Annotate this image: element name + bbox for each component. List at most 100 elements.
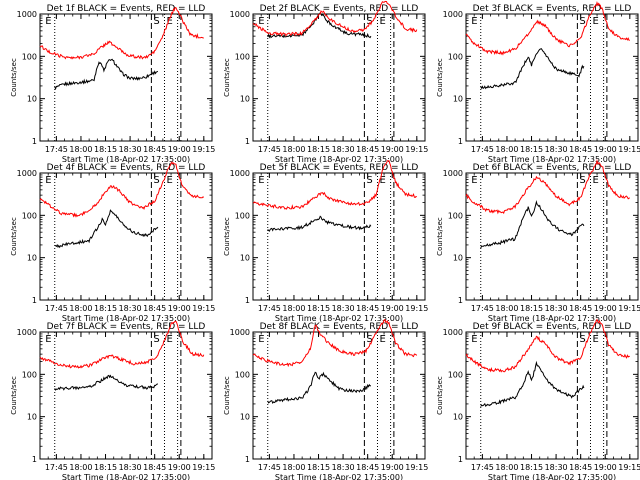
- y-tick-label: 1000: [230, 10, 250, 19]
- x-tick-label: 18:15: [307, 145, 330, 154]
- y-tick-label: 10: [453, 413, 463, 422]
- x-tick-label: 17:45: [471, 304, 494, 313]
- chart-panel-1: Det 1f BLACK = Events, RED = LLD 1 10 100 10…: [10, 4, 215, 164]
- x-tick-label: 19:15: [405, 304, 428, 313]
- x-tick-label: 18:00: [282, 463, 305, 472]
- marker-letter: E: [471, 16, 477, 27]
- y-tick-label: 1000: [17, 169, 37, 178]
- y-axis-label: Counts/sec: [436, 376, 444, 415]
- x-tick-label: 18:00: [282, 304, 305, 313]
- y-axis-label: Counts/sec: [10, 217, 18, 256]
- x-tick-label: 19:15: [405, 463, 428, 472]
- x-tick-label: 19:00: [381, 463, 404, 472]
- axes-frame: [39, 172, 213, 301]
- y-tick-label: 1: [458, 455, 463, 464]
- chart-panel-9: Det 9f BLACK = Events, RED = LLD 1 10 100 10…: [436, 318, 640, 480]
- y-axis-label: Counts/sec: [436, 217, 444, 256]
- marker-letter: E: [166, 175, 172, 186]
- marker-letter: E: [166, 334, 172, 345]
- axes-frame: [252, 172, 426, 301]
- y-tick-label: 100: [448, 211, 463, 220]
- panel-title: Det 2f BLACK = Events, RED = LLD: [260, 4, 419, 14]
- y-axis-label: Counts/sec: [223, 376, 231, 415]
- y-tick-label: 1: [32, 296, 37, 305]
- y-axis-label: Counts/sec: [223, 58, 231, 97]
- x-tick-label: 18:30: [332, 463, 355, 472]
- chart-panel-2: Det 2f BLACK = Events, RED = LLD 1 10 100 10…: [223, 0, 428, 164]
- x-tick-label: 19:00: [594, 463, 617, 472]
- x-tick-label: 19:00: [168, 145, 191, 154]
- x-tick-label: 18:30: [545, 145, 568, 154]
- x-tick-label: 18:15: [94, 145, 117, 154]
- x-tick-label: 18:15: [520, 304, 543, 313]
- marker-letter: E: [166, 16, 172, 27]
- x-tick-label: 18:45: [569, 145, 592, 154]
- x-tick-label: 18:00: [495, 145, 518, 154]
- y-tick-label: 1000: [443, 169, 463, 178]
- x-tick-label: 18:45: [569, 304, 592, 313]
- x-tick-label: 18:30: [119, 463, 142, 472]
- y-axis-label: Counts/sec: [436, 58, 444, 97]
- series-lld-line: [252, 318, 418, 368]
- x-tick-label: 17:45: [471, 463, 494, 472]
- panel-title: Det 7f BLACK = Events, RED = LLD: [47, 322, 206, 332]
- x-tick-label: 18:45: [356, 145, 379, 154]
- y-tick-label: 100: [448, 370, 463, 379]
- marker-letter: E: [379, 16, 385, 27]
- marker-letter: E: [592, 16, 598, 27]
- marker-letter: E: [379, 175, 385, 186]
- y-tick-label: 1000: [443, 10, 463, 19]
- marker-letter: S: [579, 175, 585, 186]
- axes-frame: [39, 331, 213, 460]
- x-tick-label: 19:00: [594, 145, 617, 154]
- y-tick-label: 1: [245, 296, 250, 305]
- x-tick-label: 18:45: [143, 463, 166, 472]
- x-tick-label: 17:45: [45, 304, 68, 313]
- marker-letter: S: [579, 16, 585, 27]
- y-tick-label: 1000: [443, 328, 463, 337]
- x-axis-label: Start Time (18-Apr-02 17:35:00): [62, 473, 190, 480]
- x-tick-label: 19:15: [192, 463, 215, 472]
- marker-letter: S: [579, 334, 585, 345]
- x-tick-label: 19:15: [192, 145, 215, 154]
- x-axis-label: Start Time (18-Apr-02 17:35:00): [275, 155, 403, 164]
- y-tick-label: 1: [245, 455, 250, 464]
- x-tick-label: 18:30: [119, 304, 142, 313]
- x-tick-label: 18:15: [307, 304, 330, 313]
- x-axis-label: Start Time (18-Apr-02 17:35:00): [488, 155, 616, 164]
- x-tick-label: 18:00: [495, 304, 518, 313]
- axes-frame: [252, 13, 426, 142]
- panel-title: Det 1f BLACK = Events, RED = LLD: [47, 4, 206, 14]
- axes-frame: [465, 172, 639, 301]
- series-events-line: [480, 48, 585, 90]
- x-tick-label: 17:45: [258, 463, 281, 472]
- x-axis-label: Start Time (18-Apr-02 17:35:00): [275, 314, 403, 323]
- x-tick-label: 19:00: [381, 304, 404, 313]
- marker-letter: E: [45, 16, 51, 27]
- series-lld-line: [465, 318, 630, 373]
- x-tick-label: 18:15: [520, 463, 543, 472]
- x-tick-label: 18:45: [356, 304, 379, 313]
- marker-letter: S: [366, 175, 372, 186]
- y-tick-label: 100: [235, 370, 250, 379]
- marker-letter: E: [45, 175, 51, 186]
- x-tick-label: 17:45: [471, 145, 494, 154]
- x-tick-label: 19:15: [618, 304, 640, 313]
- series-events-line: [480, 199, 585, 249]
- x-tick-label: 19:00: [594, 304, 617, 313]
- panel-title: Det 3f BLACK = Events, RED = LLD: [473, 4, 632, 14]
- y-tick-label: 10: [27, 413, 37, 422]
- chart-panel-7: Det 7f BLACK = Events, RED = LLD 1 10 100 10…: [10, 320, 215, 480]
- x-tick-label: 19:00: [168, 463, 191, 472]
- x-tick-label: 19:15: [405, 145, 428, 154]
- x-tick-label: 18:30: [545, 304, 568, 313]
- y-tick-label: 10: [27, 254, 37, 263]
- x-tick-label: 17:45: [45, 463, 68, 472]
- series-events-line: [54, 209, 159, 249]
- y-tick-label: 10: [240, 254, 250, 263]
- y-tick-label: 100: [22, 211, 37, 220]
- chart-panel-4: Det 4f BLACK = Events, RED = LLD 1 10 100 10…: [10, 161, 215, 323]
- marker-letter: S: [366, 334, 372, 345]
- series-events-line: [480, 360, 585, 407]
